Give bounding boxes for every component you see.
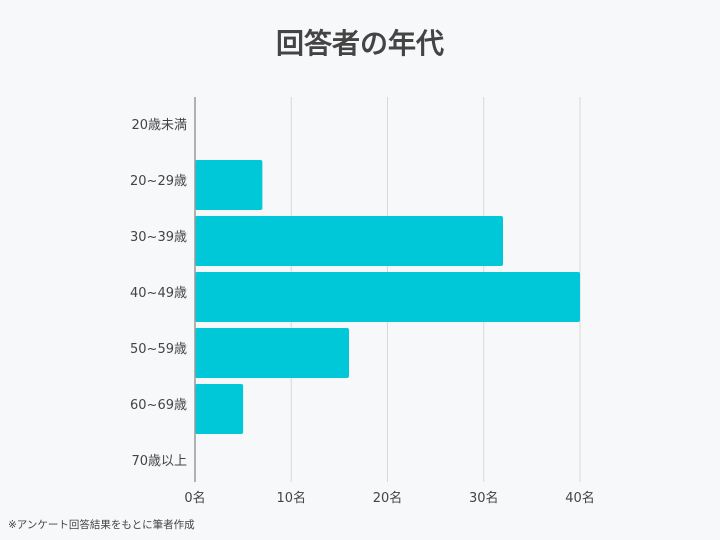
category-label: 70歳以上: [131, 454, 187, 469]
bar: [195, 328, 349, 378]
x-tick-label: 20名: [373, 490, 403, 506]
x-tick-label: 10名: [276, 490, 306, 506]
category-label: 60~69歳: [130, 398, 187, 413]
category-label: 20歳未満: [131, 118, 187, 133]
chart-title: 回答者の年代: [275, 27, 444, 60]
bar: [195, 384, 244, 434]
x-tick-label: 0名: [184, 490, 205, 506]
category-label: 30~39歳: [130, 230, 187, 245]
category-label: 40~49歳: [130, 286, 187, 301]
bar: [195, 272, 580, 322]
category-label: 50~59歳: [130, 342, 187, 357]
footnote: ※アンケート回答結果をもとに筆者作成: [8, 519, 195, 531]
x-tick-label: 30名: [469, 490, 499, 506]
x-tick-labels: 0名 10名 20名 30名 40名: [184, 490, 594, 506]
category-labels: 20歳未満 20~29歳 30~39歳 40~49歳 50~59歳 60~69歳 70歳以上: [130, 118, 187, 469]
category-label: 20~29歳: [130, 174, 187, 189]
bar: [195, 160, 263, 210]
x-tick-label: 40名: [565, 490, 595, 506]
bar: [195, 216, 503, 266]
bars: [195, 160, 580, 434]
